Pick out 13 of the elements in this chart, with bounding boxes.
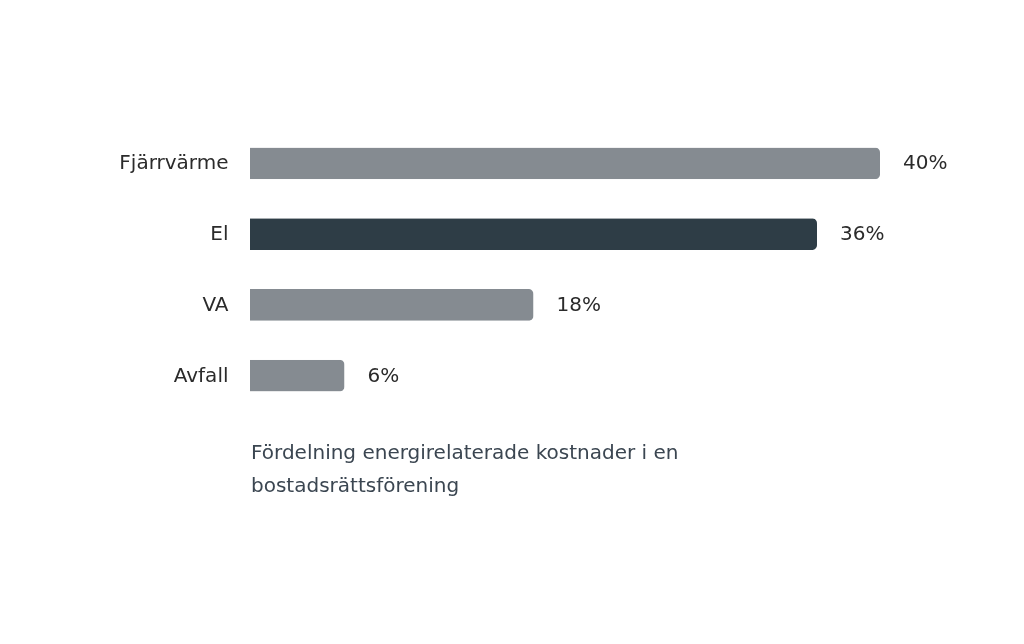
- bar: [250, 359, 345, 392]
- data-label: 40%: [903, 150, 948, 175]
- data-label: 36%: [840, 221, 885, 246]
- y-tick-label: El: [210, 221, 229, 246]
- y-tick-label: VA: [202, 291, 229, 316]
- data-label: 6%: [367, 362, 400, 387]
- text: Fördelning energirelaterade kostnader i en bostadsrättsförening: [251, 439, 680, 499]
- bar: [250, 218, 817, 251]
- bar: [250, 147, 880, 180]
- y-tick-label: Fjärrvärme: [119, 150, 229, 175]
- y-tick-label: Avfall: [173, 362, 229, 387]
- bar: [250, 288, 534, 321]
- data-label: 18%: [556, 291, 601, 316]
